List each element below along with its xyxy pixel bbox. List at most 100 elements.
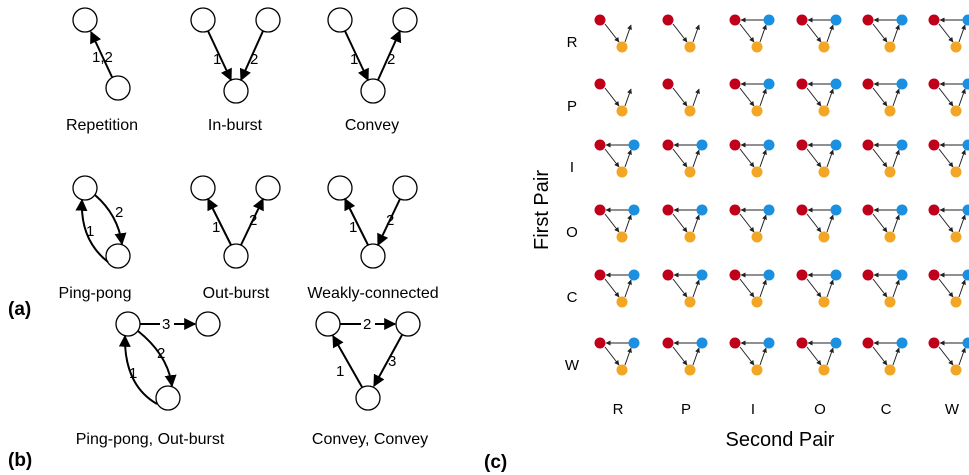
orange-node xyxy=(950,296,962,308)
node xyxy=(327,7,353,33)
grid-edge xyxy=(692,347,700,366)
grid-edge xyxy=(806,278,822,298)
blue-node xyxy=(696,337,708,349)
blue-node xyxy=(896,337,908,349)
grid-edge xyxy=(872,148,888,168)
grid-edge xyxy=(958,279,966,298)
edge xyxy=(75,198,109,263)
grid-edge xyxy=(806,87,822,107)
orange-node xyxy=(950,231,962,243)
motif-weakly-connected: 1 2 Weakly-connected xyxy=(307,175,439,302)
red-node xyxy=(662,139,674,151)
grid-edge xyxy=(938,87,954,107)
red-node xyxy=(928,14,940,26)
grid-edge xyxy=(604,148,620,168)
motif-ping-pong: 1 2 Ping-pong xyxy=(59,175,131,302)
red-node xyxy=(594,139,606,151)
grid-edge xyxy=(958,149,966,168)
edge xyxy=(373,334,403,388)
red-node xyxy=(928,269,940,281)
grid-edge xyxy=(739,346,755,366)
blue-node xyxy=(763,269,775,281)
grid-edge xyxy=(826,88,834,107)
motif-label: Repetition xyxy=(66,117,138,134)
motif-label: Ping-pong, Out-burst xyxy=(76,431,225,448)
edge xyxy=(94,194,127,246)
blue-node xyxy=(763,14,775,26)
column-label: C xyxy=(881,401,892,418)
orange-node xyxy=(616,296,628,308)
blue-node xyxy=(763,337,775,349)
grid-edge xyxy=(872,346,888,366)
grid-edge xyxy=(958,347,966,366)
red-node xyxy=(594,204,606,216)
column-label: W xyxy=(945,401,960,418)
grid-edge xyxy=(604,346,620,366)
orange-node xyxy=(616,231,628,243)
orange-node xyxy=(684,166,696,178)
red-node xyxy=(928,78,940,90)
blue-node xyxy=(962,78,969,90)
orange-node xyxy=(950,166,962,178)
orange-node xyxy=(751,364,763,376)
node xyxy=(223,243,249,269)
motif-label: Out-burst xyxy=(203,285,270,302)
grid-edge xyxy=(892,88,900,107)
edge-label: 1 xyxy=(213,51,221,68)
node xyxy=(355,385,381,411)
orange-node xyxy=(684,231,696,243)
orange-node xyxy=(751,166,763,178)
grid-edge xyxy=(624,24,632,43)
node xyxy=(327,175,353,201)
orange-node xyxy=(950,364,962,376)
grid-edge xyxy=(739,23,755,43)
motif-grid: R P I O C W R P I O C W xyxy=(565,14,969,418)
row-label: C xyxy=(567,289,578,306)
orange-node xyxy=(684,364,696,376)
motif-ping-pong-out-burst: 3 2 1 Ping-pong, Out-burst xyxy=(76,311,225,448)
grid-edge xyxy=(938,278,954,298)
red-node xyxy=(862,78,874,90)
column-label: O xyxy=(814,401,826,418)
x-axis-label: Second Pair xyxy=(726,429,835,451)
grid-edge xyxy=(826,149,834,168)
blue-node xyxy=(628,337,640,349)
grid-edge xyxy=(604,87,620,107)
edge xyxy=(118,334,158,405)
grid-edge xyxy=(892,279,900,298)
node xyxy=(190,7,216,33)
edge-label: 2 xyxy=(250,51,258,68)
blue-node xyxy=(628,204,640,216)
blue-node xyxy=(763,139,775,151)
grid-edge xyxy=(892,24,900,43)
blue-node xyxy=(830,204,842,216)
blue-node xyxy=(830,337,842,349)
orange-node xyxy=(818,364,830,376)
grid-edge xyxy=(958,24,966,43)
motif-out-burst: 1 2 Out-burst xyxy=(190,175,281,302)
blue-node xyxy=(896,78,908,90)
red-node xyxy=(928,337,940,349)
red-node xyxy=(729,14,741,26)
blue-node xyxy=(696,139,708,151)
node xyxy=(360,78,386,104)
row-label: W xyxy=(565,357,580,374)
grid-edge xyxy=(759,347,767,366)
orange-node xyxy=(616,105,628,117)
grid-edge xyxy=(692,24,700,43)
edge-label: 3 xyxy=(162,316,170,333)
edge-label: 1 xyxy=(336,363,344,380)
orange-node xyxy=(884,364,896,376)
orange-node xyxy=(818,231,830,243)
orange-node xyxy=(751,41,763,53)
grid-edge xyxy=(759,88,767,107)
orange-node xyxy=(950,105,962,117)
grid-edge xyxy=(806,213,822,233)
row-label: I xyxy=(570,159,574,176)
grid-edge xyxy=(604,278,620,298)
grid-edge xyxy=(739,148,755,168)
grid-edge xyxy=(826,24,834,43)
red-node xyxy=(796,139,808,151)
grid-edge xyxy=(692,214,700,233)
motif-label: Weakly-connected xyxy=(307,285,438,302)
